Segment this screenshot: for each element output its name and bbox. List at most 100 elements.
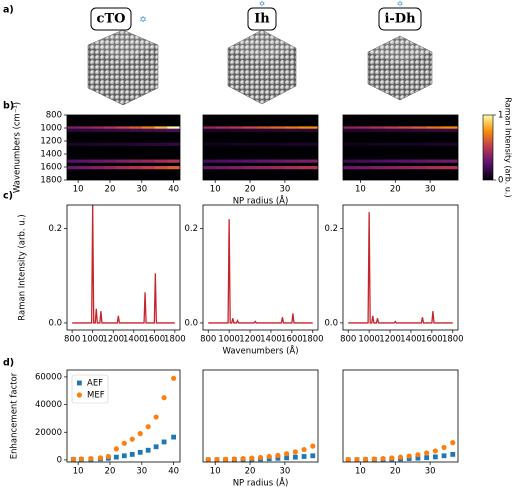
- heatmap-cell: [412, 126, 427, 130]
- heatmap-cell: [78, 126, 92, 130]
- marker: [301, 454, 307, 459]
- x-tick-label: 1000: [218, 335, 240, 345]
- panel-label: a): [3, 5, 14, 16]
- heatmap-cell: [215, 166, 230, 170]
- heatmap-cell: [154, 159, 168, 163]
- heatmap-cell: [384, 159, 400, 163]
- marker: [70, 456, 76, 462]
- heatmap-cell: [90, 166, 104, 170]
- heatmap-cell: [384, 126, 400, 130]
- heatmap-cell: [141, 159, 155, 163]
- x-tick-label: 1400: [123, 335, 145, 345]
- heatmap-cell: [412, 142, 427, 146]
- colorbar-tick-label: 1: [498, 111, 503, 121]
- heatmap-cell: [229, 166, 244, 170]
- heatmap-cell: [67, 159, 79, 163]
- heatmap-cell: [243, 128, 258, 132]
- heatmap-cell: [398, 128, 413, 132]
- y-axis-label: Raman Intensity (arb. u.): [18, 214, 28, 320]
- heatmap-cell: [370, 128, 386, 132]
- heatmap-cell: [67, 166, 79, 170]
- panel: 0 1 Raman Intensity (arb. u.) 10 20 30: [342, 97, 513, 198]
- heatmap-cell: [270, 159, 286, 163]
- heatmap-cell: [426, 159, 441, 163]
- marker: [88, 455, 94, 462]
- marker: [284, 455, 290, 461]
- heatmap-cell: [78, 128, 92, 132]
- x-tick-label: 10: [210, 467, 221, 477]
- heatmap-cell: [426, 126, 441, 130]
- heatmap-cell: [370, 142, 386, 146]
- heatmap-cell: [257, 142, 272, 146]
- x-tick-label: 40: [168, 467, 179, 477]
- y-tick-label: 800: [46, 111, 62, 121]
- heatmap-cell: [343, 159, 358, 163]
- marker: [363, 456, 369, 462]
- structure-label: i-Dh: [384, 12, 416, 27]
- heatmap-cell: [298, 126, 318, 130]
- heatmap-cell: [257, 126, 272, 130]
- marker: [129, 436, 135, 442]
- heatmap-cell: [203, 159, 216, 163]
- marker: [266, 453, 272, 460]
- panel: 800 1000 1200 1400 1600 1800 0.0 0.2: [324, 204, 464, 345]
- x-tick-label: 1400: [400, 335, 422, 345]
- spectrum-line: [72, 205, 175, 324]
- marker: [275, 452, 281, 458]
- axes-frame: [202, 114, 319, 181]
- marker: [389, 455, 395, 461]
- heatmap-cell: [426, 142, 441, 146]
- x-tick-label: 20: [245, 185, 256, 195]
- heatmap-cell: [440, 159, 458, 163]
- x-tick-label: 800: [64, 335, 80, 345]
- heatmap-cell: [154, 142, 168, 146]
- heatmap-cell: [412, 159, 427, 163]
- panel: AEF MEF 10 20 30 40 0 20000 40000 60000 Enhancemen…: [10, 369, 181, 477]
- heatmap-cell: [167, 159, 180, 163]
- x-tick-label: 30: [425, 467, 436, 477]
- heatmap-cell: [343, 128, 358, 132]
- marker: [113, 454, 119, 460]
- heatmap-cell: [78, 166, 92, 170]
- x-tick-label: 1600: [421, 335, 443, 345]
- legend-label: AEF: [87, 379, 103, 389]
- heatmap-cell: [229, 126, 244, 130]
- x-tick-label: 10: [73, 185, 84, 195]
- heatmap-cell: [229, 159, 244, 163]
- plot-area: [67, 115, 180, 180]
- axes-frame: [66, 114, 181, 181]
- x-tick-label: 1800: [302, 335, 324, 345]
- heatmap-cell: [141, 142, 155, 146]
- heatmap-cell: [103, 166, 117, 170]
- heatmap-cell: [103, 159, 117, 163]
- x-tick-label: 10: [73, 467, 84, 477]
- marker: [205, 457, 211, 462]
- x-axis-label: NP radius (Å): [233, 195, 289, 207]
- structure-label: Ih: [254, 12, 270, 27]
- heatmap-cell: [154, 166, 168, 170]
- heatmap-cell: [103, 142, 117, 146]
- heatmap-background: [67, 115, 180, 180]
- x-tick-label: 800: [340, 335, 356, 345]
- axes-frame: [202, 204, 319, 331]
- marker: [345, 457, 351, 462]
- svg-text:✡: ✡: [259, 0, 266, 9]
- heatmap-cell: [440, 128, 458, 132]
- x-tick-label: 1200: [239, 335, 261, 345]
- structure-ih: Ih ✡: [227, 0, 297, 105]
- svg-text:✡: ✡: [397, 0, 404, 9]
- y-tick-label: 1400: [40, 150, 62, 160]
- heatmap-cell: [116, 166, 130, 170]
- heatmap-cell: [270, 142, 286, 146]
- panel-label: b): [3, 101, 14, 112]
- heatmap-cell: [440, 166, 458, 170]
- plot-area: [208, 219, 313, 324]
- heatmap-cell: [398, 142, 413, 146]
- heatmap-cell: [440, 126, 458, 130]
- heatmap-cell: [229, 128, 244, 132]
- heatmap-cell: [257, 166, 272, 170]
- marker: [310, 453, 316, 459]
- heatmap-cell: [343, 142, 358, 146]
